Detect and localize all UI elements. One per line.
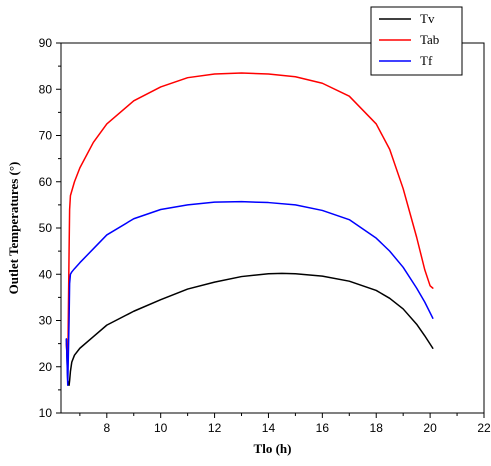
y-tick-label: 40 — [39, 267, 53, 281]
x-tick-label: 16 — [316, 421, 330, 435]
y-tick-label: 60 — [39, 175, 53, 189]
legend-box — [370, 6, 463, 76]
x-tick-label: 14 — [262, 421, 276, 435]
series-line-tf — [65, 200, 434, 386]
series-line-tv — [65, 272, 434, 386]
y-tick-label: 20 — [39, 360, 53, 374]
y-tick-label: 10 — [39, 406, 53, 420]
y-tick-label: 30 — [39, 314, 53, 328]
x-tick-label: 22 — [477, 421, 491, 435]
legend-label-tf: Tf — [420, 53, 433, 68]
x-tick-label: 10 — [154, 421, 168, 435]
x-tick-label: 8 — [103, 421, 110, 435]
y-tick-label: 70 — [39, 129, 53, 143]
plot-frame — [60, 42, 485, 414]
legend-label-tab: Tab — [420, 32, 439, 47]
y-tick-label: 50 — [39, 221, 53, 235]
x-axis: 8 10 12 14 16 18 20 22 — [79, 413, 491, 435]
x-axis-title: Tlo (h) — [254, 441, 292, 456]
x-tick-label: 20 — [423, 421, 437, 435]
y-tick-label: 80 — [39, 82, 53, 96]
y-axis: 10 20 30 40 50 60 70 80 90 — [39, 36, 61, 420]
legend: Tv Tab Tf — [370, 6, 463, 76]
y-tick-label: 90 — [39, 36, 53, 50]
series-layer — [65, 72, 434, 386]
plot-border — [60, 42, 485, 414]
y-axis-title: Outlet Temperatures (°) — [6, 162, 21, 295]
x-tick-label: 18 — [370, 421, 384, 435]
series-line-tab — [65, 72, 434, 368]
legend-label-tv: Tv — [420, 11, 435, 26]
x-tick-label: 12 — [208, 421, 222, 435]
